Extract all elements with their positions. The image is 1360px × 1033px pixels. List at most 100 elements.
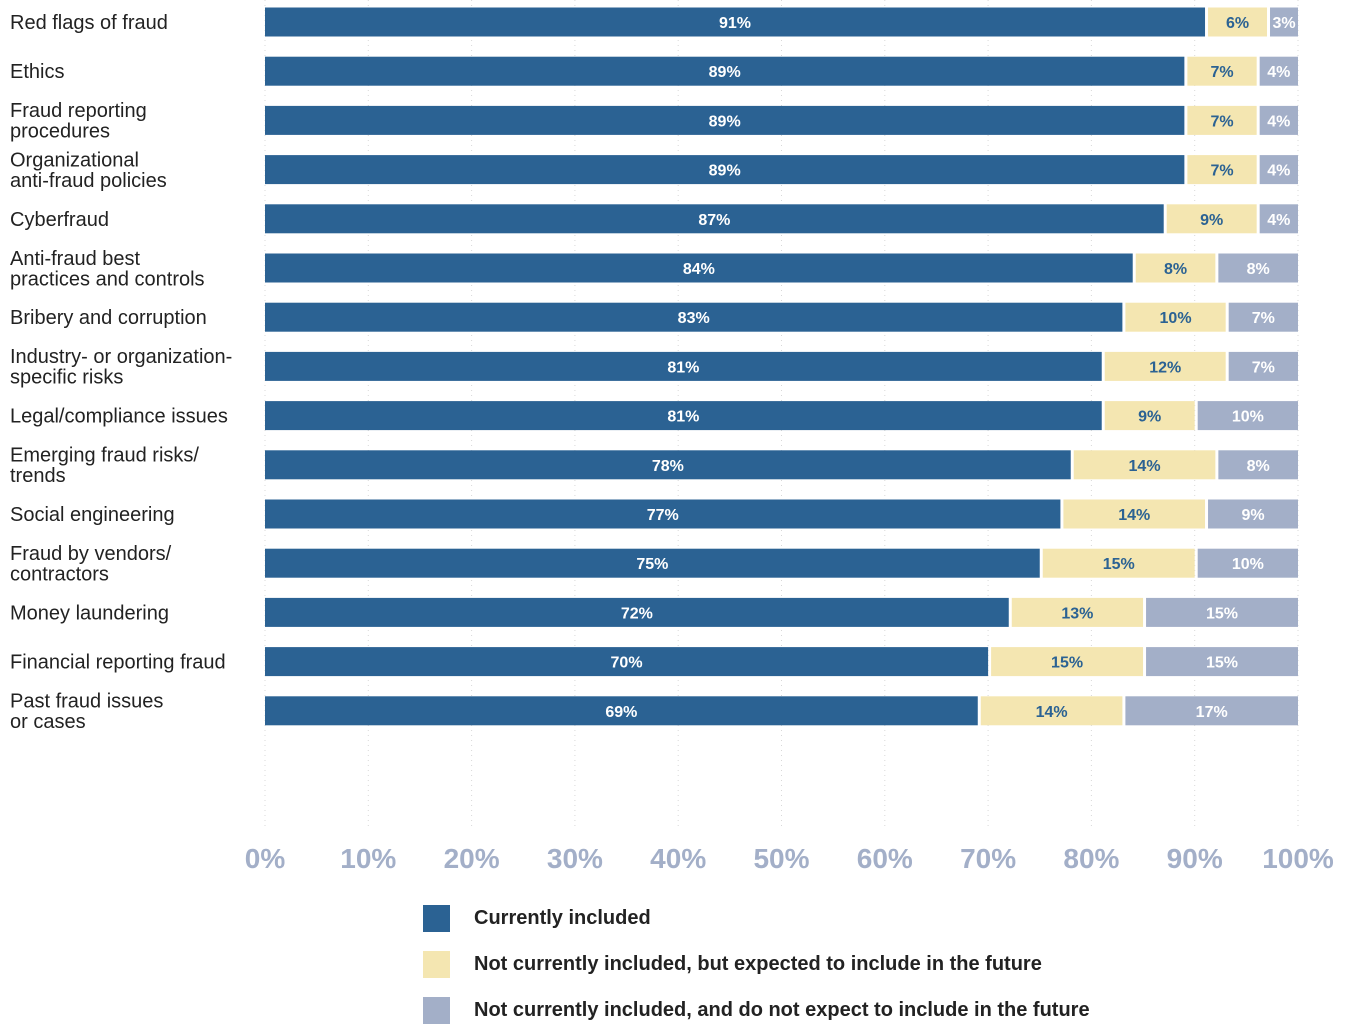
legend-swatch xyxy=(423,904,450,932)
bar-segment xyxy=(1125,302,1226,332)
data-label: 8% xyxy=(1164,261,1187,278)
data-label: 4% xyxy=(1267,113,1290,130)
bar-segment xyxy=(1187,105,1257,135)
category-label: Money laundering xyxy=(10,602,169,624)
bar-segment xyxy=(1197,548,1298,578)
bar-segment xyxy=(265,401,1102,431)
x-tick-label: 80% xyxy=(1063,843,1119,874)
data-label: 91% xyxy=(719,15,751,32)
data-label: 14% xyxy=(1118,507,1150,524)
bar-segment xyxy=(1063,499,1206,529)
data-label: 15% xyxy=(1051,655,1083,672)
category-label: anti-fraud policies xyxy=(10,170,167,192)
data-label: 89% xyxy=(709,64,741,81)
x-tick-label: 90% xyxy=(1167,843,1223,874)
bar-segment xyxy=(265,56,1185,86)
category-label: Ethics xyxy=(10,61,64,83)
bar-segment xyxy=(265,105,1185,135)
bar-segment xyxy=(1259,204,1298,234)
bar-segment xyxy=(1104,401,1195,431)
category-label: Emerging fraud risks/ xyxy=(10,445,199,467)
data-label: 77% xyxy=(647,507,679,524)
bar-segment xyxy=(1187,56,1257,86)
bar-segment xyxy=(265,548,1040,578)
data-label: 13% xyxy=(1061,605,1093,622)
data-label: 4% xyxy=(1267,64,1290,81)
bar-segment xyxy=(265,155,1185,185)
data-label: 14% xyxy=(1036,704,1068,721)
category-label: specific risks xyxy=(10,367,123,389)
data-label: 14% xyxy=(1129,458,1161,475)
x-tick-label: 70% xyxy=(960,843,1016,874)
bar-segment xyxy=(265,253,1133,283)
data-label: 72% xyxy=(621,605,653,622)
data-label: 83% xyxy=(678,310,710,327)
bar-segment xyxy=(1197,401,1298,431)
data-label: 12% xyxy=(1149,359,1181,376)
category-label: trends xyxy=(10,465,66,487)
category-label: Anti-fraud best xyxy=(10,248,141,270)
data-label: 7% xyxy=(1210,64,1233,81)
bars: 91% 6% 3% 89% 7% 4% 89% 7% 4% 89% 7% 4% 87% 9% 4% 84% 8%… xyxy=(265,7,1298,726)
data-label: 9% xyxy=(1200,212,1223,229)
data-label: 10% xyxy=(1232,409,1264,426)
data-label: 7% xyxy=(1210,163,1233,180)
legend-item-expected-in-future: Not currently included, but expected to … xyxy=(423,941,1090,987)
x-tick-label: 40% xyxy=(650,843,706,874)
data-label: 89% xyxy=(709,163,741,180)
category-label: Industry- or organization- xyxy=(10,346,232,368)
bar-segment xyxy=(1259,155,1298,185)
data-label: 6% xyxy=(1226,15,1249,32)
bar-segment xyxy=(1146,597,1298,627)
data-label: 69% xyxy=(605,704,637,721)
bar-segment xyxy=(1146,647,1298,677)
bar-segment xyxy=(1270,7,1298,37)
bar-segment xyxy=(1208,7,1268,37)
bar-segment xyxy=(265,597,1009,627)
bar-segment xyxy=(1125,696,1298,726)
stacked-bar-chart: 91% 6% 3% 89% 7% 4% 89% 7% 4% 89% 7% 4% 87% 9% 4% 84% 8%… xyxy=(10,0,1334,874)
bar-segment xyxy=(1187,155,1257,185)
data-label: 81% xyxy=(667,359,699,376)
data-label: 7% xyxy=(1252,359,1275,376)
bar-segment xyxy=(1011,597,1144,627)
bar-segment xyxy=(1166,204,1257,234)
data-label: 4% xyxy=(1267,212,1290,229)
bar-segment xyxy=(1228,302,1298,332)
data-label: 9% xyxy=(1241,507,1264,524)
data-label: 78% xyxy=(652,458,684,475)
data-label: 3% xyxy=(1272,15,1295,32)
category-label: Past fraud issues xyxy=(10,691,163,713)
bar-segment xyxy=(265,204,1164,234)
x-tick-label: 20% xyxy=(444,843,500,874)
bar-segment xyxy=(265,450,1071,480)
bar-segment xyxy=(265,302,1123,332)
data-label: 15% xyxy=(1206,655,1238,672)
bar-segment xyxy=(1104,351,1226,381)
data-label: 4% xyxy=(1267,163,1290,180)
bar-segment xyxy=(265,499,1061,529)
data-label: 89% xyxy=(709,113,741,130)
data-label: 8% xyxy=(1247,458,1270,475)
x-tick-label: 50% xyxy=(753,843,809,874)
x-tick-label: 0% xyxy=(245,843,286,874)
legend-swatch xyxy=(423,950,450,978)
x-tick-label: 10% xyxy=(340,843,396,874)
category-label: contractors xyxy=(10,563,109,585)
x-tick-label: 60% xyxy=(857,843,913,874)
data-label: 9% xyxy=(1138,409,1161,426)
data-label: 15% xyxy=(1206,605,1238,622)
bar-segment xyxy=(1259,56,1298,86)
bar-segment xyxy=(1259,105,1298,135)
legend-item-currently-included: Currently included xyxy=(423,895,1090,941)
data-label: 7% xyxy=(1252,310,1275,327)
data-label: 17% xyxy=(1196,704,1228,721)
category-label: Financial reporting fraud xyxy=(10,652,226,674)
legend-label: Currently included xyxy=(474,906,651,929)
x-axis-tick-labels: 0% 10% 20% 30% 40% 50% 60% 70% 80% 90% 100% xyxy=(245,843,1334,874)
legend: Currently included Not currently include… xyxy=(423,895,1090,1033)
bar-segment xyxy=(1135,253,1216,283)
category-label: Legal/compliance issues xyxy=(10,406,228,428)
data-label: 7% xyxy=(1210,113,1233,130)
